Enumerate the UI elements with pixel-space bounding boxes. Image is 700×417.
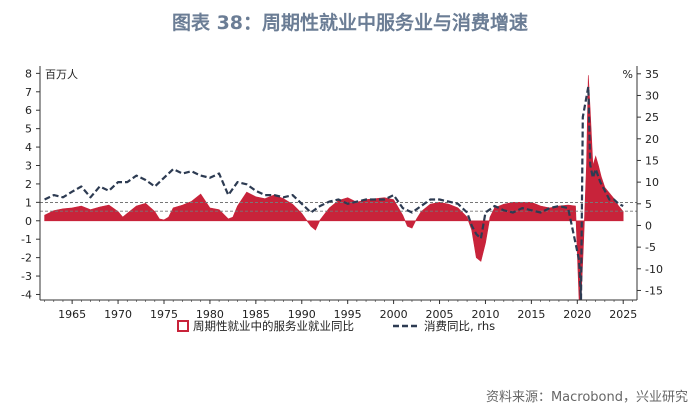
x-tick-label: 2020	[563, 308, 591, 321]
x-tick-label: 1985	[242, 308, 270, 321]
x-tick-label: 2010	[471, 308, 499, 321]
right-tick-label: 15	[645, 154, 659, 167]
left-tick-label: 7	[25, 86, 32, 99]
left-tick-label: 5	[25, 123, 32, 136]
legend-label-employment: 周期性就业中的服务业就业同比	[193, 319, 354, 333]
x-tick-label: 1995	[334, 308, 362, 321]
chart-title: 图表 38：周期性就业中服务业与消费增速	[171, 12, 529, 34]
right-tick-label: 25	[645, 111, 659, 124]
x-tick-label: 2005	[426, 308, 454, 321]
source-note: 资料来源：Macrobond，兴业研究	[485, 390, 688, 405]
right-tick-label: -15	[645, 284, 663, 297]
right-tick-label: -10	[645, 263, 663, 276]
x-tick-label: 2015	[517, 308, 545, 321]
x-tick-label: 1965	[58, 308, 86, 321]
x-tick-label: 1990	[288, 308, 316, 321]
x-tick-label: 1970	[104, 308, 132, 321]
x-tick-label: 1980	[196, 308, 224, 321]
left-tick-label: -4	[21, 288, 32, 301]
x-tick-label: 2025	[609, 308, 637, 321]
left-tick-label: 8	[25, 67, 32, 80]
left-tick-label: 1	[25, 196, 32, 209]
left-tick-label: 4	[25, 141, 32, 154]
left-tick-label: 3	[25, 159, 32, 172]
right-tick-label: 35	[645, 68, 659, 81]
plot-area	[40, 75, 637, 300]
left-tick-label: 2	[25, 178, 32, 191]
right-unit-label: %	[623, 68, 633, 81]
left-tick-label: -2	[21, 252, 32, 265]
series-consumption-line	[44, 85, 624, 300]
left-tick-label: -3	[21, 270, 32, 283]
legend: 周期性就业中的服务业就业同比 消费同比, rhs	[177, 319, 495, 333]
x-tick-label: 1975	[150, 308, 178, 321]
right-tick-label: 0	[645, 219, 652, 232]
legend-label-consumption: 消费同比, rhs	[424, 319, 495, 333]
legend-swatch-employment	[177, 320, 189, 332]
axes: 876543210-1-2-3-435302520151050-5-10-151…	[21, 66, 663, 321]
right-tick-label: 30	[645, 89, 659, 102]
series-employment-area	[44, 75, 624, 300]
left-tick-label: 6	[25, 104, 32, 117]
right-tick-label: 5	[645, 198, 652, 211]
left-tick-label: 0	[25, 215, 32, 228]
right-tick-label: -5	[645, 241, 656, 254]
x-tick-label: 2000	[380, 308, 408, 321]
right-tick-label: 10	[645, 176, 659, 189]
left-tick-label: -1	[21, 233, 32, 246]
left-unit-label: 百万人	[45, 68, 78, 81]
plot-clip-group	[40, 75, 637, 300]
right-tick-label: 20	[645, 133, 659, 146]
